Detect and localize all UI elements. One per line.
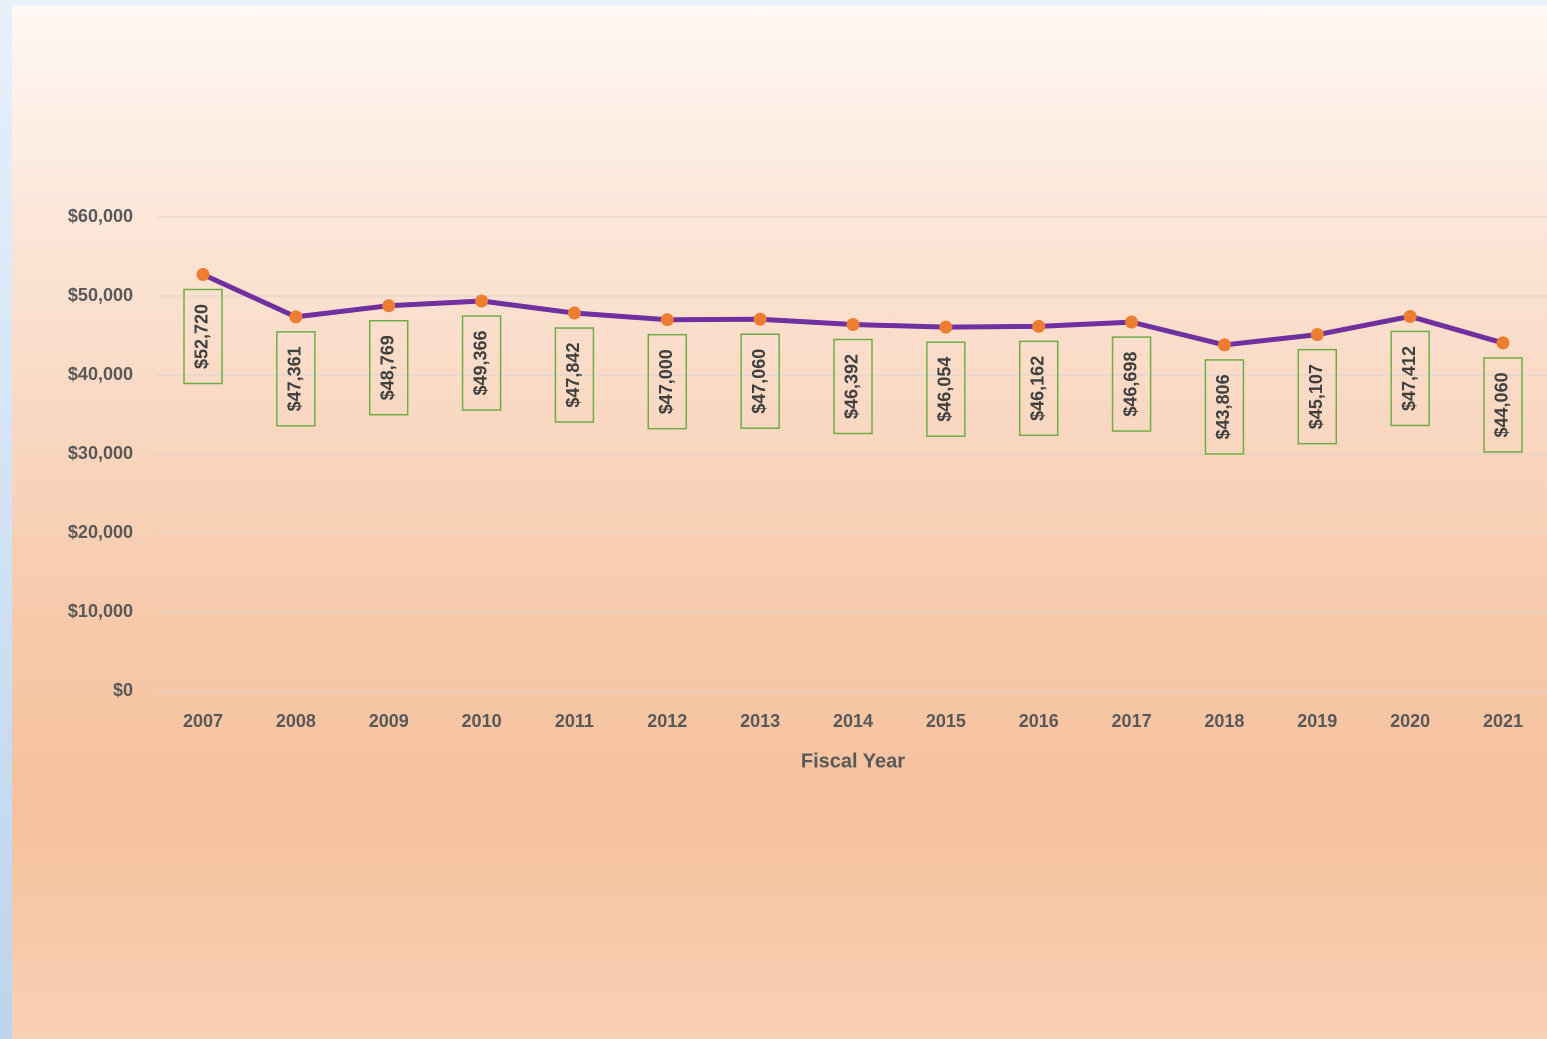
data-point — [939, 320, 953, 334]
data-label: $47,361 — [285, 346, 305, 411]
data-point — [1496, 336, 1510, 350]
x-tick-label: 2017 — [1112, 711, 1152, 731]
data-label-box — [1483, 357, 1523, 453]
x-tick-label: 2014 — [833, 711, 873, 731]
x-tick-label: 2009 — [369, 711, 409, 731]
y-tick-label: $50,000 — [68, 285, 133, 305]
x-tick-label: 2021 — [1483, 711, 1523, 731]
data-point — [289, 310, 303, 324]
x-tick-label: 2008 — [276, 711, 316, 731]
data-label-box — [833, 338, 873, 435]
data-point — [1125, 315, 1139, 329]
data-label-box — [1204, 359, 1245, 455]
data-point — [567, 306, 581, 320]
data-point — [846, 318, 860, 332]
x-tick-label: 2016 — [1019, 711, 1059, 731]
x-tick-label: 2012 — [647, 711, 687, 731]
data-label-box — [647, 333, 688, 430]
x-tick-label: 2019 — [1297, 711, 1337, 731]
x-tick-label: 2007 — [183, 711, 223, 731]
data-label: $46,698 — [1120, 352, 1140, 417]
data-label-box — [183, 288, 223, 385]
x-tick-label: 2020 — [1390, 711, 1430, 731]
data-label-box — [1018, 340, 1059, 437]
data-label: $46,054 — [935, 357, 955, 422]
data-point — [1217, 338, 1231, 352]
data-label: $47,842 — [563, 343, 583, 408]
data-label: $46,162 — [1027, 356, 1047, 421]
data-point — [475, 294, 489, 308]
data-label: $43,806 — [1213, 374, 1233, 439]
x-tick-label: 2018 — [1204, 711, 1244, 731]
data-point — [1403, 309, 1417, 323]
x-tick-label: 2011 — [555, 711, 594, 731]
data-label: $47,412 — [1399, 346, 1419, 411]
data-label: $49,366 — [470, 330, 490, 395]
x-tick-label: 2015 — [926, 711, 966, 731]
data-label-box — [368, 319, 409, 416]
chart-area — [12, 5, 1547, 1039]
y-tick-label: $0 — [113, 680, 133, 700]
x-tick-label: 2013 — [740, 711, 780, 731]
data-label: $52,720 — [192, 304, 212, 369]
data-label-box — [926, 341, 966, 437]
data-label-box — [554, 327, 595, 423]
data-label-box — [1111, 336, 1152, 432]
data-label-box — [276, 331, 316, 427]
data-point — [660, 313, 674, 327]
data-label-box — [740, 333, 780, 429]
data-label: $47,000 — [656, 349, 676, 414]
data-point — [1032, 319, 1046, 333]
y-tick-label: $20,000 — [68, 522, 133, 542]
data-label: $45,107 — [1306, 364, 1326, 429]
data-label-box — [1297, 348, 1338, 445]
y-tick-label: $30,000 — [68, 443, 133, 463]
data-label-box — [461, 315, 502, 411]
data-point — [753, 312, 767, 326]
x-tick-label: 2010 — [462, 711, 502, 731]
data-label: $47,060 — [749, 349, 769, 414]
data-label-box — [1390, 330, 1430, 427]
y-tick-label: $10,000 — [68, 601, 133, 621]
y-tick-label: $40,000 — [68, 364, 133, 384]
data-line — [201, 272, 1504, 348]
data-point — [1310, 328, 1324, 342]
data-label: $46,392 — [842, 354, 862, 419]
data-label: $48,769 — [377, 335, 397, 400]
data-label: $44,060 — [1492, 372, 1512, 437]
x-axis-title: Fiscal Year — [801, 750, 905, 772]
data-point — [382, 299, 396, 313]
data-point — [196, 268, 210, 282]
y-tick-label: $60,000 — [68, 206, 133, 226]
